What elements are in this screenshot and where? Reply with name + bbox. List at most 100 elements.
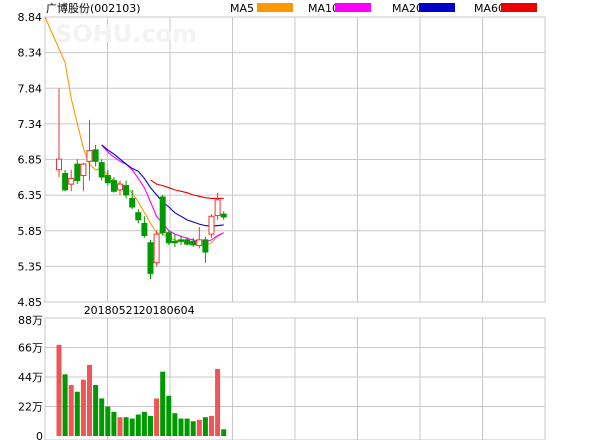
candle xyxy=(104,169,111,186)
candle xyxy=(92,144,99,167)
legend-label: MA20 xyxy=(392,2,423,15)
volume-bar xyxy=(166,395,172,436)
volume-bar xyxy=(196,419,202,436)
price-tick-label: 7.84 xyxy=(18,82,43,95)
candle xyxy=(98,159,105,181)
candle xyxy=(80,162,87,192)
volume-bar xyxy=(178,418,184,436)
candle-body xyxy=(220,213,227,218)
ma5-line xyxy=(44,16,224,247)
candle xyxy=(171,234,178,247)
volume-bar xyxy=(123,417,129,436)
price-tick-label: 8.34 xyxy=(18,47,43,60)
volume-bar xyxy=(117,417,123,436)
candle-body xyxy=(190,240,197,246)
candle xyxy=(117,180,123,195)
candle-body xyxy=(147,242,154,274)
volume-bar xyxy=(68,385,74,436)
volume-bar xyxy=(154,398,160,436)
candle xyxy=(86,119,93,181)
watermark: SOHU.com xyxy=(55,20,197,48)
legend-label: MA10 xyxy=(308,2,339,15)
volume-bar xyxy=(62,374,68,436)
volume-bar xyxy=(135,414,141,436)
price-axis: 8.84 8.34 7.84 7.34 6.85 6.35 5.85 5.35 4.85 xyxy=(18,11,43,309)
volume-bar xyxy=(209,415,214,436)
price-tick-label: 5.35 xyxy=(18,260,43,273)
candle xyxy=(74,159,81,185)
volume-bar xyxy=(74,391,80,436)
candle xyxy=(110,177,117,193)
volume-bar xyxy=(160,371,166,436)
candle xyxy=(56,88,62,177)
candle xyxy=(196,227,203,249)
volume-tick-label: 22万 xyxy=(18,401,43,414)
candle-body xyxy=(135,212,142,221)
candle-body xyxy=(68,177,75,185)
volume-tick-label: 0 xyxy=(36,430,43,440)
volume-bar xyxy=(202,417,208,436)
volume-bar xyxy=(215,368,221,436)
price-tick-label: 5.85 xyxy=(18,225,43,238)
candle xyxy=(153,230,160,267)
volume-tick-label: 44万 xyxy=(18,371,43,384)
price-tick-label: 6.85 xyxy=(18,154,43,167)
chart-grid xyxy=(44,16,546,440)
volume-bar xyxy=(221,429,227,436)
candle xyxy=(129,189,136,210)
volume-bar xyxy=(80,379,86,436)
candle xyxy=(141,216,148,238)
volume-bar xyxy=(148,415,153,436)
volume-bar xyxy=(190,421,196,436)
candle xyxy=(159,194,166,236)
candle xyxy=(190,237,197,247)
candle-body xyxy=(110,180,117,192)
candlesticks xyxy=(56,88,227,280)
candle xyxy=(165,230,172,245)
candle-body xyxy=(98,162,105,178)
candle xyxy=(147,239,154,280)
candle-body xyxy=(104,175,111,184)
ma60-line xyxy=(150,179,224,199)
candle xyxy=(135,209,142,224)
price-tick-label: 8.84 xyxy=(18,11,43,24)
candle-body xyxy=(214,199,221,217)
volume-tick-label: 66万 xyxy=(18,342,43,355)
volume-bar xyxy=(99,398,105,436)
candle xyxy=(123,180,130,199)
volume-bar xyxy=(105,406,111,436)
candle xyxy=(208,214,215,238)
candle xyxy=(184,237,191,246)
price-tick-label: 7.34 xyxy=(18,118,43,131)
candle-body xyxy=(171,240,178,244)
price-tick-label: 4.85 xyxy=(18,296,43,309)
volume-tick-label: 88万 xyxy=(18,314,43,327)
candle-body xyxy=(62,172,69,191)
legend-swatch xyxy=(257,3,293,12)
volume-bar xyxy=(184,418,190,436)
candle-body xyxy=(208,215,215,235)
candle-body xyxy=(123,185,130,196)
legend-swatch xyxy=(419,3,455,12)
volume-bar xyxy=(129,418,135,436)
candle-body xyxy=(74,163,81,182)
moving-average-lines xyxy=(44,16,224,247)
candle xyxy=(220,211,227,220)
candle-body xyxy=(159,196,166,234)
volume-bar xyxy=(87,364,92,436)
candle-body xyxy=(56,158,62,171)
date-label: 20180521 xyxy=(84,304,140,317)
volume-bar xyxy=(56,344,62,436)
candle-body xyxy=(202,239,209,253)
date-label: 20180604 xyxy=(139,304,195,317)
legend-label: MA60 xyxy=(474,2,505,15)
legend-swatch xyxy=(335,3,371,12)
candle xyxy=(178,235,184,245)
candle-body xyxy=(141,222,148,237)
candle-body xyxy=(196,239,203,247)
candle xyxy=(62,169,69,192)
candle-body xyxy=(80,163,87,177)
candle-body xyxy=(92,149,99,162)
